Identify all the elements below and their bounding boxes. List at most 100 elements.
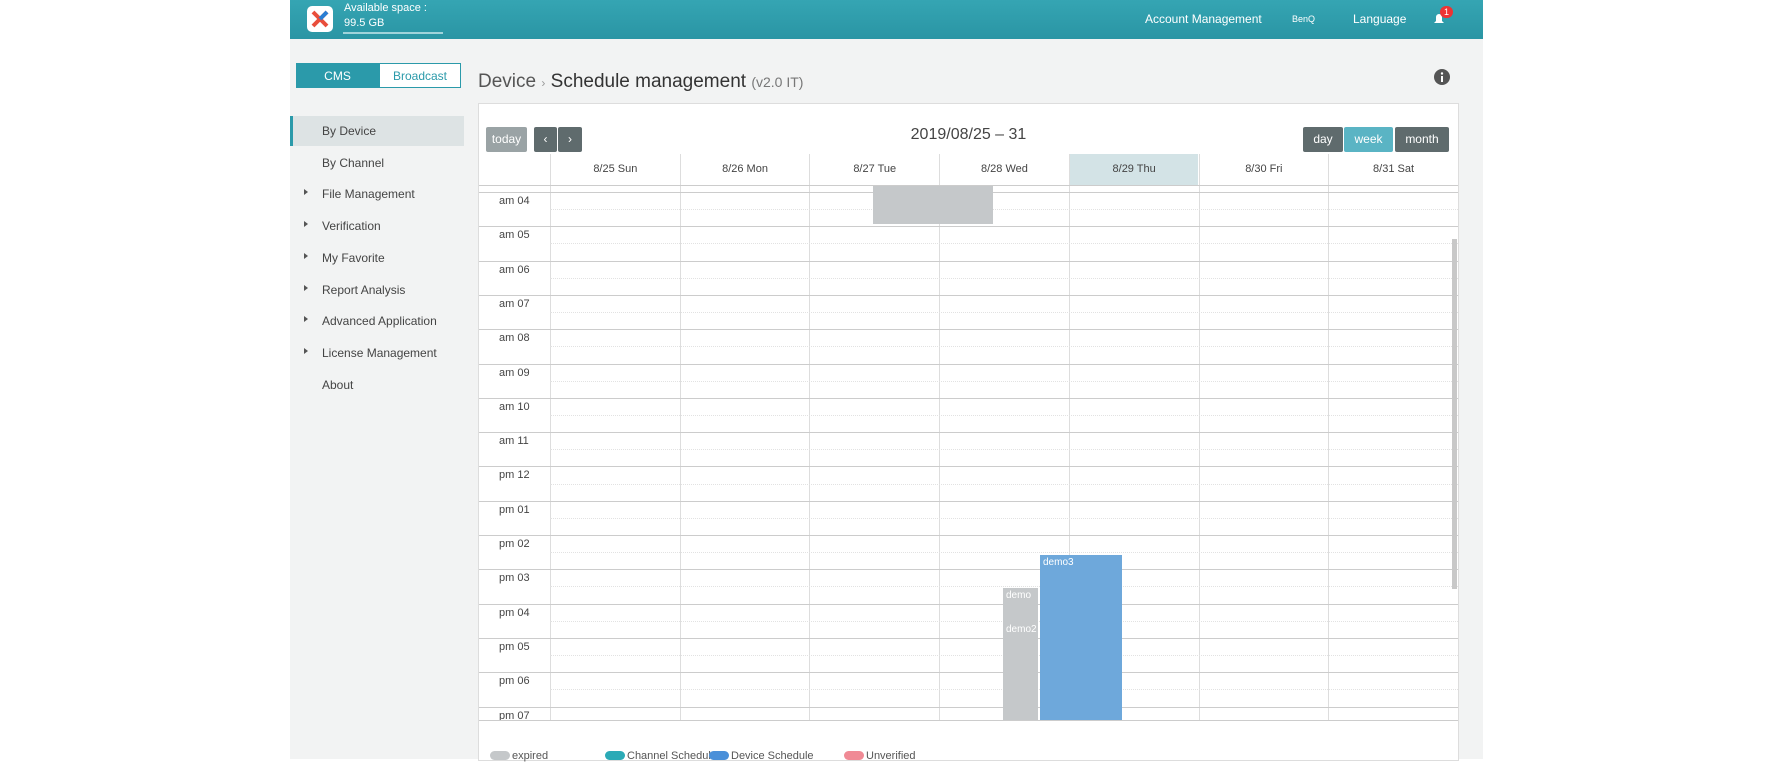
half-hour-line: [550, 346, 1458, 347]
day-header: 8/30 Fri: [1199, 154, 1329, 185]
hour-line: [479, 535, 1458, 536]
legend-label: Channel Schedule: [627, 750, 717, 762]
page-title: Schedule management: [551, 71, 746, 92]
legend-label: Device Schedule: [731, 750, 814, 762]
day-header: 8/29 Thu: [1069, 154, 1199, 185]
legend-item: expired: [490, 750, 548, 762]
expand-arrow: [304, 253, 308, 259]
expand-arrow: [304, 285, 308, 291]
sidebar-item[interactable]: About: [322, 378, 353, 392]
hour-label: am 07: [499, 298, 530, 310]
legend-item: Unverified: [844, 750, 916, 762]
logo: [307, 6, 333, 32]
expired-block: [873, 186, 993, 224]
expand-arrow: [304, 221, 308, 227]
hour-label: am 05: [499, 229, 530, 241]
hour-label: pm 03: [499, 572, 530, 584]
hour-label: pm 07: [499, 710, 530, 721]
sidebar-item[interactable]: Report Analysis: [322, 283, 405, 297]
sidebar-item[interactable]: License Management: [322, 346, 437, 360]
schedule-event[interactable]: demo2: [1003, 622, 1038, 720]
breadcrumb-parent[interactable]: Device: [478, 71, 536, 92]
scrollbar[interactable]: [1452, 239, 1457, 589]
hour-label: pm 01: [499, 504, 530, 516]
hour-line: [479, 398, 1458, 399]
hour-line: [479, 261, 1458, 262]
nav-language[interactable]: Language: [1353, 12, 1406, 26]
hour-line: [479, 707, 1458, 708]
hour-line: [479, 432, 1458, 433]
notification-badge: 1: [1440, 6, 1453, 18]
hour-line: [479, 226, 1458, 227]
app: Available space : 99.5 GB Account Manage…: [290, 0, 1483, 759]
sidebar-item[interactable]: By Channel: [322, 156, 384, 170]
view-week[interactable]: week: [1344, 127, 1393, 152]
legend-item: Device Schedule: [709, 750, 814, 762]
hour-label: pm 04: [499, 607, 530, 619]
nav-user[interactable]: BenQ: [1292, 14, 1315, 24]
day-col-border: [809, 186, 810, 720]
half-hour-line: [550, 449, 1458, 450]
info-icon[interactable]: [1433, 68, 1451, 86]
hour-label: am 11: [499, 435, 529, 447]
legend-label: expired: [512, 750, 548, 762]
sidebar-item[interactable]: By Device: [322, 124, 376, 138]
half-hour-line: [550, 484, 1458, 485]
hour-line: [479, 329, 1458, 330]
version: (v2.0 IT): [751, 74, 803, 90]
hour-line: [479, 638, 1458, 639]
day-header: 8/31 Sat: [1328, 154, 1458, 185]
sidebar-item[interactable]: File Management: [322, 187, 415, 201]
hour-label: am 09: [499, 367, 530, 379]
day-header: 8/28 Wed: [939, 154, 1069, 185]
half-hour-line: [550, 518, 1458, 519]
hour-line: [479, 466, 1458, 467]
hour-line: [479, 604, 1458, 605]
hour-line: [479, 672, 1458, 673]
hour-label: am 04: [499, 195, 530, 207]
half-hour-line: [550, 278, 1458, 279]
legend-item: Channel Schedule: [605, 750, 717, 762]
view-day[interactable]: day: [1303, 127, 1343, 152]
sidebar-item[interactable]: My Favorite: [322, 251, 385, 265]
nav-account[interactable]: Account Management: [1145, 12, 1262, 26]
time-col-border: [550, 186, 551, 720]
space-value: 99.5 GB: [344, 17, 384, 29]
hour-label: am 10: [499, 401, 530, 413]
space-bar: [343, 32, 443, 34]
day-header: 8/26 Mon: [680, 154, 810, 185]
day-col-border: [939, 186, 940, 720]
half-hour-line: [550, 381, 1458, 382]
day-header: 8/25 Sun: [550, 154, 680, 185]
day-header: 8/27 Tue: [809, 154, 939, 185]
space-label: Available space :: [344, 2, 427, 14]
header: Available space : 99.5 GB Account Manage…: [290, 0, 1483, 39]
day-col-border: [1328, 186, 1329, 720]
schedule-event[interactable]: demo: [1003, 588, 1038, 622]
breadcrumb: Device › Schedule management (v2.0 IT): [478, 71, 803, 93]
half-hour-line: [550, 312, 1458, 313]
half-hour-line: [550, 243, 1458, 244]
hour-line: [479, 295, 1458, 296]
hour-line: [479, 569, 1458, 570]
hour-line: [479, 501, 1458, 502]
expand-arrow: [304, 316, 308, 322]
hour-line: [479, 364, 1458, 365]
sidebar-item[interactable]: Advanced Application: [322, 314, 437, 328]
hour-label: pm 05: [499, 641, 530, 653]
schedule-event[interactable]: demo3: [1040, 555, 1122, 720]
half-hour-line: [550, 552, 1458, 553]
tab-broadcast[interactable]: Broadcast: [379, 63, 461, 88]
view-month[interactable]: month: [1395, 127, 1449, 152]
sidebar-item[interactable]: Verification: [322, 219, 381, 233]
half-hour-line: [550, 415, 1458, 416]
day-col-border: [1199, 186, 1200, 720]
calendar: today ‹ › 2019/08/25 – 31 day week month…: [478, 103, 1459, 761]
grid-bottom: [479, 720, 1458, 721]
active-item-bg: [290, 116, 464, 146]
hour-label: am 06: [499, 264, 530, 276]
hour-label: pm 12: [499, 469, 530, 481]
tab-cms[interactable]: CMS: [296, 63, 379, 88]
